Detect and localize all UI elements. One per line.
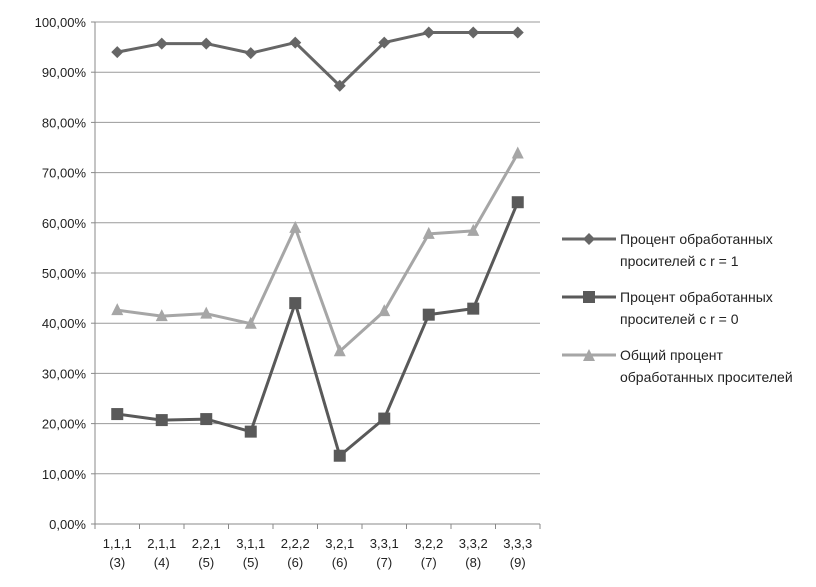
data-point xyxy=(200,37,213,50)
data-point xyxy=(244,47,257,60)
x-tick-label: (8) xyxy=(465,555,481,570)
y-tick-label: 20,00% xyxy=(42,417,87,432)
data-point xyxy=(200,306,213,319)
x-tick-label: (5) xyxy=(198,555,214,570)
x-tick-label: 3,2,2 xyxy=(414,536,443,551)
data-point xyxy=(467,223,480,236)
x-tick-label: (7) xyxy=(376,555,392,570)
x-tick-label: (4) xyxy=(154,555,170,570)
data-point xyxy=(111,408,124,421)
data-point xyxy=(111,46,124,59)
legend-label-line1: Общий процент xyxy=(620,347,723,363)
series-line xyxy=(116,31,518,88)
legend-label-line2: обработанных просителей xyxy=(620,369,793,385)
y-tick-label: 90,00% xyxy=(42,65,87,80)
data-point xyxy=(333,449,346,462)
series-group xyxy=(111,26,524,462)
x-tick-label: 2,1,1 xyxy=(147,536,176,551)
y-tick-label: 40,00% xyxy=(42,316,87,331)
y-tick-label: 70,00% xyxy=(42,166,87,181)
x-tick-label: 3,3,2 xyxy=(459,536,488,551)
data-point xyxy=(155,309,168,322)
x-tick-label: (7) xyxy=(421,555,437,570)
y-tick-label: 0,00% xyxy=(49,517,86,532)
data-point xyxy=(333,79,346,92)
legend-item-total: Общий процент обработанных просителей xyxy=(562,344,812,388)
legend: Процент обработанных просителей с r = 1 … xyxy=(562,228,812,402)
y-tick-label: 10,00% xyxy=(42,467,87,482)
data-point xyxy=(244,425,257,438)
legend-item-r1: Процент обработанных просителей с r = 1 xyxy=(562,228,812,272)
triangle-marker-icon xyxy=(562,349,616,361)
legend-label-line1: Процент обработанных xyxy=(620,289,773,305)
axes xyxy=(91,21,541,529)
x-tick-label: 1,1,1 xyxy=(103,536,132,551)
data-point xyxy=(200,413,213,426)
data-point xyxy=(155,414,168,427)
x-tick-label: 3,2,1 xyxy=(325,536,354,551)
series-triangle xyxy=(111,146,524,357)
data-point xyxy=(378,412,391,425)
y-tick-label: 100,00% xyxy=(35,15,87,30)
series-line xyxy=(117,201,520,458)
legend-item-r0: Процент обработанных просителей с r = 0 xyxy=(562,286,812,330)
y-tick-label: 80,00% xyxy=(42,115,87,130)
data-point xyxy=(511,196,524,209)
series-diamond xyxy=(111,26,524,92)
data-point xyxy=(155,37,168,50)
legend-label-line2: просителей с r = 0 xyxy=(620,311,739,327)
x-tick-label: 2,2,1 xyxy=(192,536,221,551)
x-tick-label: (6) xyxy=(287,555,303,570)
data-point xyxy=(378,36,391,49)
data-point xyxy=(111,303,124,316)
y-axis-tick-labels: 0,00% 10,00% 20,00% 30,00% 40,00% 50,00% 60,00… xyxy=(35,15,87,532)
data-point xyxy=(511,26,524,39)
legend-label-line1: Процент обработанных xyxy=(620,231,773,247)
data-point xyxy=(422,308,435,321)
series-square xyxy=(111,196,524,462)
diamond-marker-icon xyxy=(562,233,616,245)
legend-label-line2: просителей с r = 1 xyxy=(620,253,739,269)
square-marker-icon xyxy=(562,291,616,303)
data-point xyxy=(289,36,302,49)
data-point xyxy=(378,304,391,317)
data-point xyxy=(511,146,524,159)
data-point xyxy=(422,226,435,239)
data-point xyxy=(333,344,346,357)
x-tick-label: (6) xyxy=(332,555,348,570)
data-point xyxy=(244,316,257,329)
x-tick-label: 3,3,1 xyxy=(370,536,399,551)
x-tick-label: (3) xyxy=(109,555,125,570)
x-tick-label: 3,3,3 xyxy=(503,536,532,551)
series-line xyxy=(117,152,520,353)
data-point xyxy=(289,297,302,310)
x-axis-tick-labels: 1,1,1 (3) 2,1,1 (4) 2,2,1 (5) 3,1,1 (5) 2,2,2 (6)… xyxy=(103,536,532,570)
y-tick-label: 50,00% xyxy=(42,266,87,281)
gridlines xyxy=(95,21,540,475)
x-tick-label: (9) xyxy=(510,555,526,570)
x-tick-label: 3,1,1 xyxy=(236,536,265,551)
x-tick-label: 2,2,2 xyxy=(281,536,310,551)
data-point xyxy=(467,302,480,315)
data-point xyxy=(467,26,480,39)
data-point xyxy=(289,220,302,233)
y-tick-label: 30,00% xyxy=(42,366,87,381)
data-point xyxy=(422,26,435,39)
x-tick-label: (5) xyxy=(243,555,259,570)
y-tick-label: 60,00% xyxy=(42,216,87,231)
